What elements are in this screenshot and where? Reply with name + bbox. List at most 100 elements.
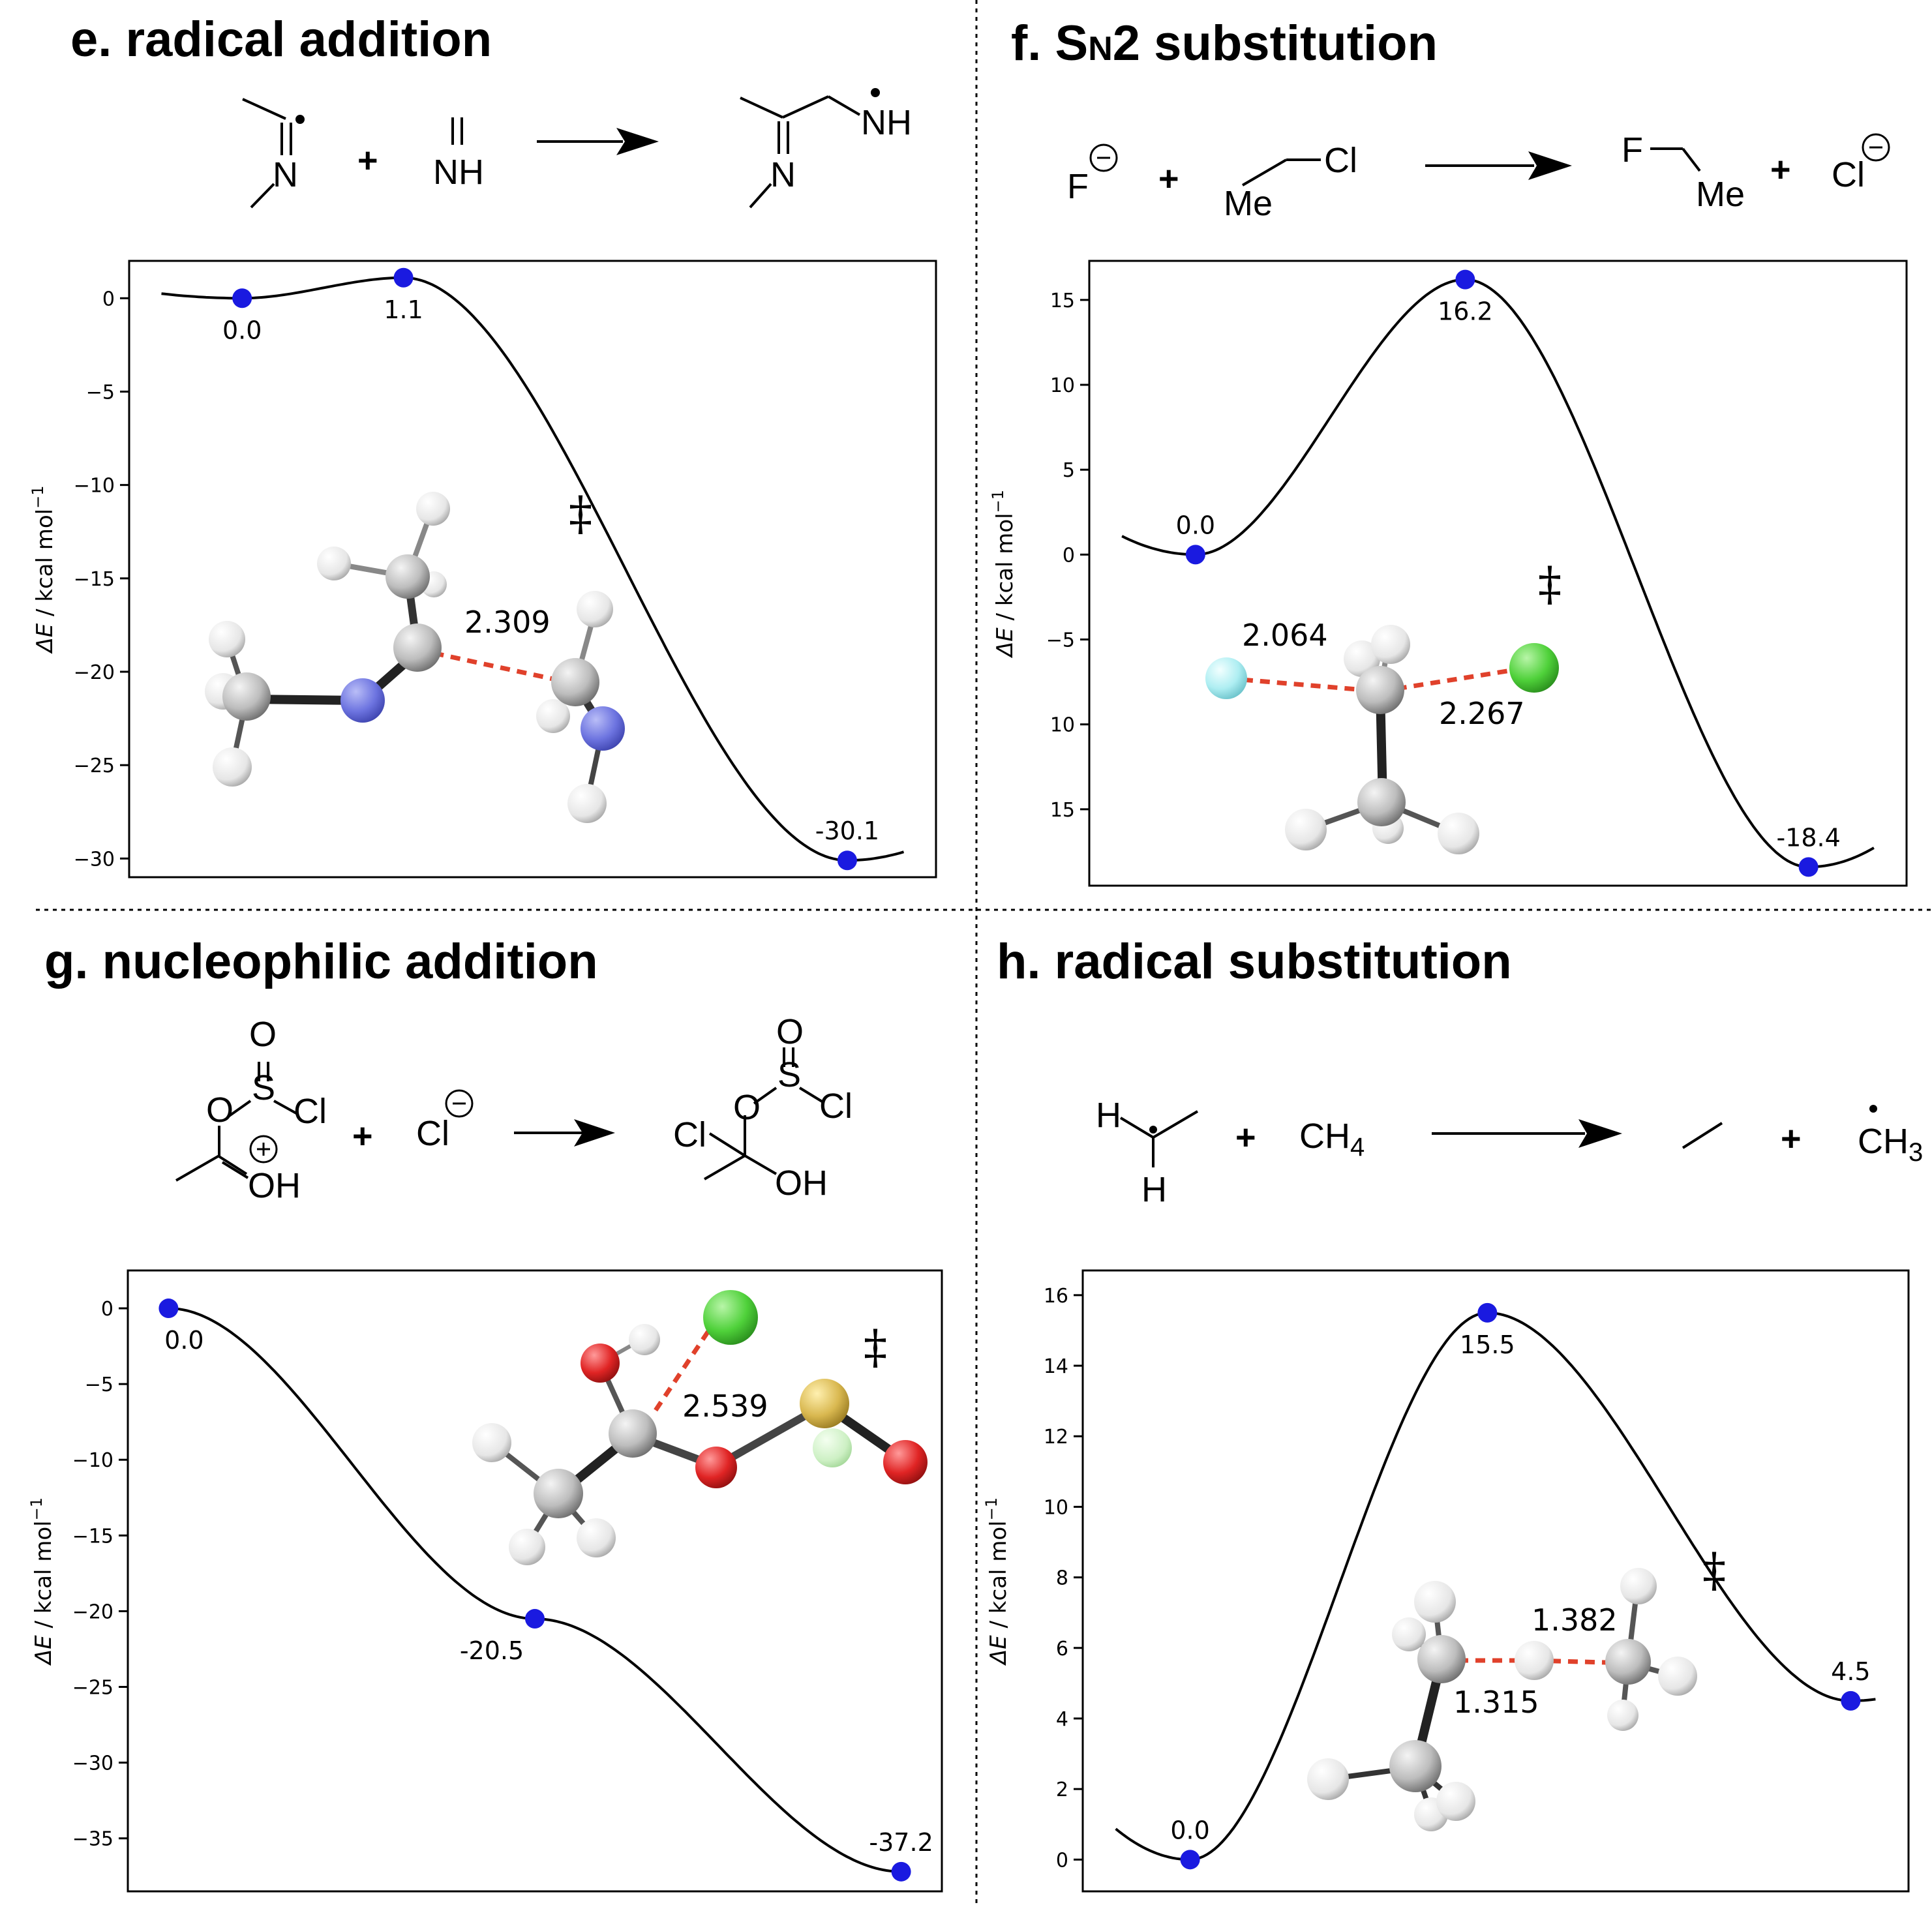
charge-minus [445,1089,474,1118]
arrow-head [1578,1119,1622,1148]
chart-f: 15 10 5 0 −5 10 15 ΔE / kcal mol−1 0.0 16.2 -18.4 [989,269,1875,877]
y-axis-label: ΔE / kcal mol−1 [982,1497,1012,1666]
stationary-point [232,288,252,308]
dagger-symbol: ‡ [1538,556,1562,611]
atom-f [1205,657,1247,699]
atom-h [1607,1700,1638,1731]
y-tick-label: −25 [72,1677,113,1700]
atom-label: Cl [1832,155,1865,194]
atom-c [385,554,430,599]
atom-h [1285,809,1327,850]
energy-profile-line [168,1307,901,1873]
atom-n [581,706,625,751]
y-tick-label: 14 [1044,1355,1068,1378]
charge-plus [249,1135,278,1164]
y-tick-label: −30 [74,848,115,871]
y-tick-label: −25 [74,755,115,777]
atom-label: O [776,1012,804,1051]
energy-value-label: 0.0 [1170,1816,1209,1844]
atom-label: OH [775,1164,828,1203]
stationary-point [1477,1302,1498,1323]
y-tick-label: 0 [102,288,115,310]
y-tick-label: −10 [72,1449,113,1472]
y-tick-label: 10 [1050,714,1075,737]
y-tick-label: −35 [72,1828,113,1851]
plus-sign: + [1781,1119,1802,1158]
y-axis-label: ΔE / kcal mol−1 [29,485,58,654]
stationary-point [837,850,857,871]
plus-sign: + [352,1117,373,1156]
atom-c [534,1469,583,1518]
panel-g: g. nucleophilic addition O S Cl O [27,934,943,1893]
energy-value-label: 15.5 [1460,1330,1515,1359]
energy-value-label: -20.5 [460,1636,524,1665]
radical-dot [1869,1105,1877,1113]
atom-c [1356,666,1404,714]
panel-e: e. radical addition N + NH N NH [29,12,937,878]
y-tick-label: 10 [1050,374,1075,397]
plus-sign: + [1158,159,1179,198]
energy-value-label: 1.1 [384,295,423,324]
molecule-label: CH3 [1858,1122,1923,1167]
radical-dot [1149,1126,1157,1134]
plot-frame [1081,1269,1910,1893]
y-tick-label: 2 [1056,1779,1068,1801]
atom-label: Cl [294,1092,327,1131]
atom-h [1307,1758,1349,1800]
y-tick-label: 4 [1056,1708,1068,1731]
bond-distance: 2.064 [1242,618,1328,653]
panel-title: g. nucleophilic addition [44,934,598,989]
y-axis-label: ΔE / kcal mol−1 [989,490,1018,659]
energy-value-label: 0.0 [1176,511,1215,539]
atom-cl [703,1290,758,1345]
bond-distance: 2.539 [682,1389,768,1424]
atom-h [509,1529,545,1565]
y-tick-label: 0 [1056,1849,1068,1872]
y-tick-label: 5 [1063,459,1075,482]
energy-value-label: 0.0 [164,1326,204,1355]
panel-title: h. radical substitution [997,934,1512,989]
y-tick-label: −20 [74,661,115,684]
atom-label: Cl [416,1114,449,1153]
plus-sign: + [1235,1118,1256,1157]
atom-h [1392,1617,1426,1651]
atom-label: H [1096,1096,1121,1135]
plot-frame [128,260,937,878]
stationary-point [393,267,414,288]
atom-label: OH [248,1166,301,1205]
y-tick-label: −10 [74,475,115,498]
y-axis-label: ΔE / kcal mol−1 [27,1497,57,1666]
y-tick-label: −20 [72,1600,113,1623]
atom-label: O [733,1088,761,1127]
atom-o [695,1447,737,1488]
reaction-scheme [1119,1110,1723,1167]
atom-h [1371,625,1410,664]
panel-f: f. SN2 substitution F + Cl Me F Me + Cl … [989,16,1908,887]
atom-c [1417,1635,1466,1683]
atom-label: N [770,155,796,194]
atom-h [577,591,613,627]
arrow-head [574,1119,615,1147]
radical-dot [295,115,305,124]
stationary-point [1841,1690,1861,1711]
energy-value-label: 4.5 [1831,1657,1870,1686]
y-tick-label: −15 [74,568,115,591]
atom-c [1605,1639,1651,1685]
atom-h [1438,813,1479,854]
atom-o [581,1344,620,1383]
atom-label: N [273,155,298,194]
panel-title: e. radical addition [70,12,492,67]
atom-label: O [206,1090,234,1130]
atom-c [551,658,599,706]
atom-c [393,623,442,672]
panel-h: h. radical substitution H H + CH4 + CH3 … [982,934,1923,1893]
arrow-head [1528,151,1572,180]
panel-title: f. SN2 substitution [1011,16,1438,71]
bond-distance: 1.315 [1453,1685,1539,1720]
plus-sign: + [357,141,378,180]
atom-h [577,1518,616,1557]
bond-distance: 2.267 [1439,696,1525,731]
molecule-ts [205,492,625,823]
atom-s [800,1379,849,1428]
stationary-point [1798,857,1819,877]
